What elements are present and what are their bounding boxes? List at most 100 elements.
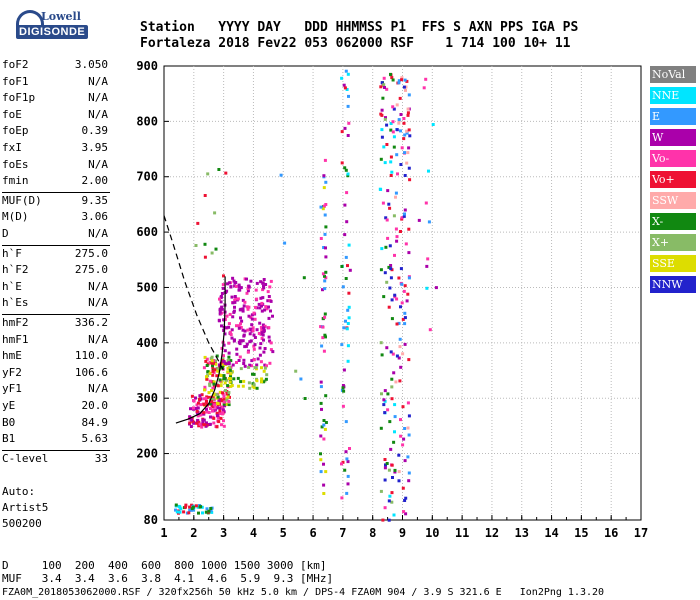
echo-point	[263, 324, 267, 328]
echo-point	[211, 396, 215, 400]
echo-point	[210, 359, 214, 363]
param-value: 3.95	[81, 141, 109, 154]
param-row-ye: yE 20.0	[2, 399, 108, 415]
echo-point	[206, 362, 210, 366]
echo-point	[233, 284, 237, 288]
echo-point	[194, 504, 198, 508]
param-name: hmF2	[2, 316, 29, 329]
echo-point	[319, 237, 323, 240]
echo-point	[213, 368, 217, 372]
echo-point	[227, 351, 231, 355]
echo-point	[229, 372, 233, 376]
echo-point	[216, 369, 220, 373]
echo-point	[251, 329, 255, 333]
echo-point	[389, 128, 393, 132]
echo-point	[196, 505, 200, 509]
echo-point	[384, 216, 388, 220]
echo-point	[319, 470, 323, 474]
param-name: h`E	[2, 279, 22, 293]
echo-point	[345, 220, 349, 224]
echo-point	[379, 268, 383, 272]
echo-point	[397, 79, 401, 83]
echo-point	[250, 323, 254, 327]
echo-point	[222, 402, 226, 406]
echo-point	[383, 458, 387, 461]
echo-point	[346, 359, 350, 363]
echo-point	[218, 409, 222, 413]
x-tick-label: 3	[220, 526, 227, 540]
param-name: B1	[2, 432, 16, 446]
param-row-fof1p: foF1p N/A	[2, 91, 108, 107]
echo-point	[389, 264, 393, 267]
param-name: yF1	[2, 382, 22, 396]
echo-point	[402, 510, 406, 514]
echo-point	[231, 301, 235, 305]
echo-point	[222, 419, 225, 423]
param-row-mufd: MUF(D) 9.35	[2, 194, 108, 210]
echo-point	[258, 321, 262, 325]
echo-point	[205, 375, 208, 379]
param-name: fmin	[2, 174, 29, 188]
echo-point	[394, 191, 398, 195]
echo-point	[249, 339, 253, 343]
echo-point	[324, 421, 328, 424]
echo-point	[323, 213, 327, 217]
echo-point	[242, 304, 246, 308]
autoscaling-info: Auto: Artist5 500200	[2, 484, 48, 532]
param-value: 20.0	[81, 399, 109, 412]
echo-point	[220, 324, 223, 328]
y-tick-label: 500	[136, 280, 158, 294]
echo-point	[219, 384, 223, 388]
echo-point	[385, 280, 389, 284]
echo-point	[397, 118, 401, 122]
echo-point	[233, 281, 237, 285]
echo-point	[196, 406, 200, 410]
echo-point	[242, 358, 246, 362]
echo-point	[393, 403, 397, 407]
echo-point	[194, 244, 198, 247]
echo-point	[342, 389, 346, 393]
echo-point	[194, 407, 198, 410]
echo-point	[190, 418, 194, 422]
echo-point	[390, 298, 394, 302]
echo-point	[241, 298, 245, 302]
echo-point	[260, 301, 264, 305]
echo-point	[404, 496, 408, 500]
param-row-foe: foE N/A	[2, 108, 108, 124]
echo-point	[403, 316, 407, 320]
echo-point	[400, 146, 404, 150]
echo-point	[192, 406, 195, 410]
echo-point	[385, 87, 389, 91]
echo-point	[407, 471, 411, 475]
echo-point	[227, 322, 231, 326]
echo-point	[207, 509, 211, 513]
echo-point	[243, 300, 247, 304]
echo-point	[380, 81, 384, 85]
echo-point	[206, 370, 210, 374]
echo-point	[207, 411, 211, 414]
echo-point	[391, 352, 395, 356]
param-name: C-level	[2, 451, 49, 465]
echo-point	[397, 121, 401, 125]
param-name: h`F2	[2, 263, 29, 277]
echo-point	[263, 363, 267, 367]
echo-point	[265, 373, 269, 377]
echo-point	[233, 299, 237, 302]
echo-point	[395, 235, 399, 239]
echo-point	[260, 336, 264, 340]
logo-line1: Lowell	[41, 10, 81, 23]
echo-point	[222, 424, 226, 428]
echo-point	[229, 377, 232, 381]
echo-point	[241, 339, 245, 343]
lowell-digisonde-logo: Lowell DIGISONDE	[8, 8, 98, 48]
echo-point	[218, 307, 222, 311]
echo-point	[399, 267, 403, 271]
echo-point	[395, 297, 399, 301]
echo-point	[347, 316, 351, 320]
echo-point	[240, 319, 244, 323]
echo-point	[407, 433, 411, 437]
param-name: MUF(D)	[2, 193, 42, 207]
echo-point	[211, 373, 215, 377]
echo-point	[323, 287, 327, 291]
echo-point	[248, 332, 252, 336]
